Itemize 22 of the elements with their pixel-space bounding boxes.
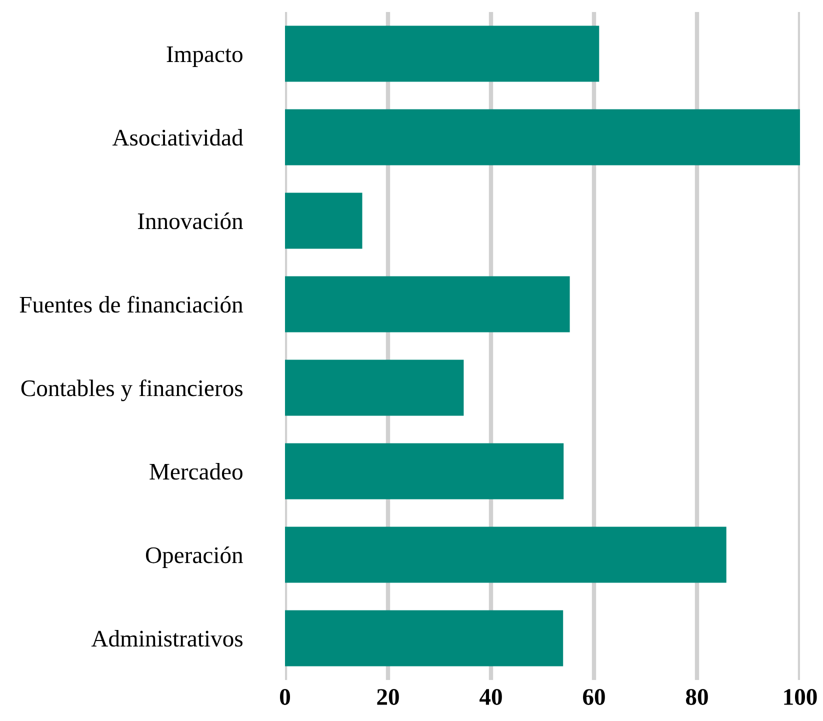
- y-tick-label: Mercadeo: [150, 463, 242, 480]
- x-tick-label: 0: [280, 689, 290, 705]
- y-tick-label: Operación: [146, 546, 243, 568]
- bar: [285, 526, 726, 583]
- x-tick-label: 40: [480, 689, 502, 705]
- y-tick-label: Fuentes de financiación: [20, 296, 243, 313]
- bar: [285, 109, 800, 166]
- x-tick-label: 20: [377, 689, 399, 705]
- bar: [285, 26, 600, 82]
- bar: [285, 276, 570, 332]
- x-tick-label: 100: [784, 689, 817, 705]
- y-tick-label: Impacto: [166, 46, 242, 67]
- y-tick-label: Innovación: [138, 212, 243, 230]
- y-tick-label: Contables y financieros: [21, 379, 242, 402]
- bar: [285, 610, 564, 666]
- x-tick-label: 80: [686, 689, 708, 705]
- x-tick-label: 60: [583, 689, 605, 705]
- bar: [285, 360, 464, 416]
- bar: [285, 443, 564, 500]
- bar: [285, 192, 362, 249]
- y-tick-label: Administrativos: [91, 630, 242, 647]
- y-tick-label: Asociatividad: [112, 129, 244, 146]
